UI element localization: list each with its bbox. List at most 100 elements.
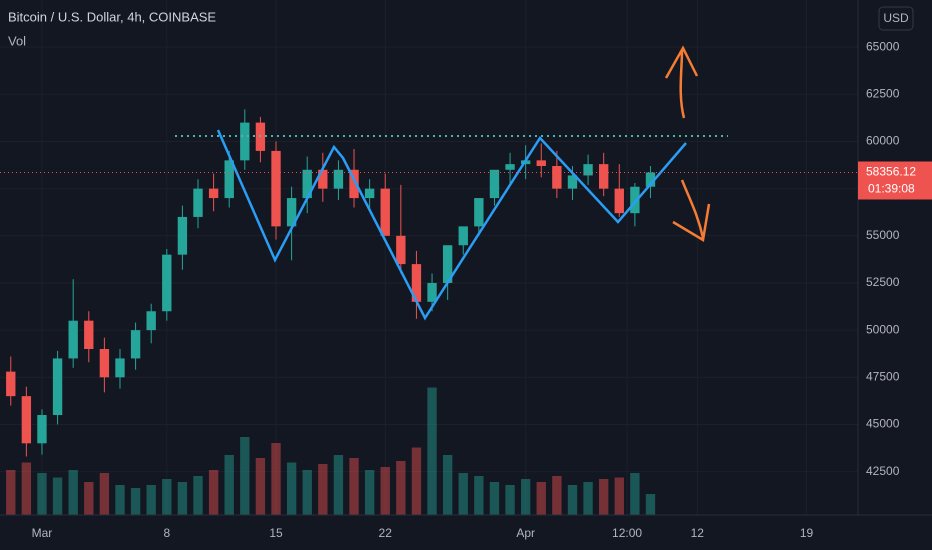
- candle-body: [474, 198, 484, 227]
- volume-bar: [474, 476, 484, 515]
- volume-bar: [630, 473, 640, 515]
- candle-body: [146, 311, 156, 331]
- candle-body: [630, 186, 640, 214]
- candle-body: [271, 150, 281, 227]
- volume-bar: [255, 458, 266, 515]
- volume-bar: [505, 485, 515, 515]
- x-tick-label: 12: [691, 526, 705, 540]
- y-tick-label: 50000: [866, 322, 900, 336]
- volume-bar: [598, 479, 609, 515]
- candle-body: [396, 235, 406, 265]
- volume-bar: [146, 485, 156, 515]
- candle-body: [411, 264, 422, 302]
- candle-body: [52, 358, 63, 416]
- volume-bar: [396, 461, 406, 515]
- volume-bar: [380, 467, 390, 515]
- volume-bar: [520, 479, 531, 515]
- candle-body: [583, 164, 593, 176]
- volume-bar: [240, 437, 250, 515]
- candle-body: [645, 172, 656, 187]
- volume-bar: [614, 477, 624, 515]
- candle-body: [286, 198, 297, 227]
- volume-bar: [162, 479, 172, 515]
- candle-body: [208, 188, 219, 199]
- volume-bar: [99, 473, 110, 515]
- currency[interactable]: USD: [883, 11, 909, 25]
- candle-body: [6, 371, 16, 397]
- candle-body: [99, 348, 110, 378]
- volume-bar: [21, 462, 32, 515]
- volume-bar: [115, 485, 125, 515]
- last-price-box: [858, 161, 932, 200]
- candle-body: [162, 254, 172, 312]
- x-tick-label: Apr: [516, 526, 535, 540]
- y-tick-label: 55000: [866, 228, 900, 242]
- volume-bar: [6, 470, 16, 515]
- candle-body: [489, 169, 500, 199]
- candle-body: [614, 188, 624, 214]
- x-tick-label: 22: [379, 526, 393, 540]
- candle-body: [333, 169, 344, 189]
- pattern-drawing: [216, 129, 687, 321]
- candles: [6, 109, 656, 457]
- volume-bar: [302, 470, 312, 515]
- volume-bar: [208, 470, 219, 515]
- volume-bar: [333, 455, 344, 515]
- candle-body: [427, 282, 437, 302]
- volume-bar: [411, 447, 422, 515]
- volume-bar: [364, 470, 375, 515]
- volume-bar: [552, 476, 562, 515]
- candle-body: [130, 330, 141, 359]
- volume-bar: [286, 462, 297, 515]
- y-tick-label: 45000: [866, 417, 900, 431]
- candle-body: [505, 164, 515, 170]
- volume-bar: [52, 477, 63, 515]
- x-tick-label: Mar: [32, 526, 53, 540]
- x-tick-label: 8: [163, 526, 170, 540]
- candle-body: [318, 169, 328, 189]
- candle-body: [442, 245, 453, 283]
- volume-bar: [193, 476, 203, 515]
- volume-bar: [567, 485, 578, 515]
- candle-body: [567, 175, 578, 189]
- candle-body: [302, 169, 312, 199]
- candle-body: [552, 166, 562, 189]
- y-tick-label: 60000: [866, 134, 900, 148]
- currency-button[interactable]: [878, 6, 914, 31]
- volume-bar: [536, 482, 546, 515]
- candle-body: [240, 122, 250, 161]
- candle-body: [364, 188, 375, 199]
- candle-body: [224, 160, 234, 199]
- down-arrow: [672, 179, 711, 243]
- candle-body: [193, 188, 203, 217]
- volume-bar: [68, 470, 78, 515]
- chart-title: Bitcoin / U.S. Dollar, 4h, COINBASE: [8, 9, 216, 24]
- volume-bar: [318, 464, 328, 515]
- volume-bar: [489, 482, 500, 515]
- volume-bar: [84, 482, 94, 515]
- y-tick-label: 47500: [866, 369, 900, 383]
- x-tick-label: 15: [269, 526, 283, 540]
- up-arrow: [664, 45, 699, 119]
- y-tick-label: 42500: [866, 464, 900, 478]
- candle-body: [177, 216, 188, 255]
- candle-body: [21, 396, 32, 444]
- candle-body: [458, 226, 468, 246]
- volume-bar: [177, 482, 188, 515]
- candle-body: [68, 320, 78, 359]
- countdown: 01:39:08: [868, 182, 915, 196]
- y-tick-label: 52500: [866, 275, 900, 289]
- candle-body: [37, 415, 47, 444]
- volume-pane: [6, 387, 656, 515]
- y-tick-label: 65000: [866, 39, 900, 53]
- candle-body: [349, 169, 359, 199]
- axes: 4250045000475005000052500550005750060000…: [32, 39, 900, 540]
- y-tick-label: 62500: [866, 86, 900, 100]
- x-tick-label: 12:00: [612, 526, 642, 540]
- candle-body: [536, 160, 546, 167]
- volume-label: Vol: [8, 33, 26, 48]
- volume-bar: [458, 473, 468, 515]
- volume-bar: [37, 473, 47, 515]
